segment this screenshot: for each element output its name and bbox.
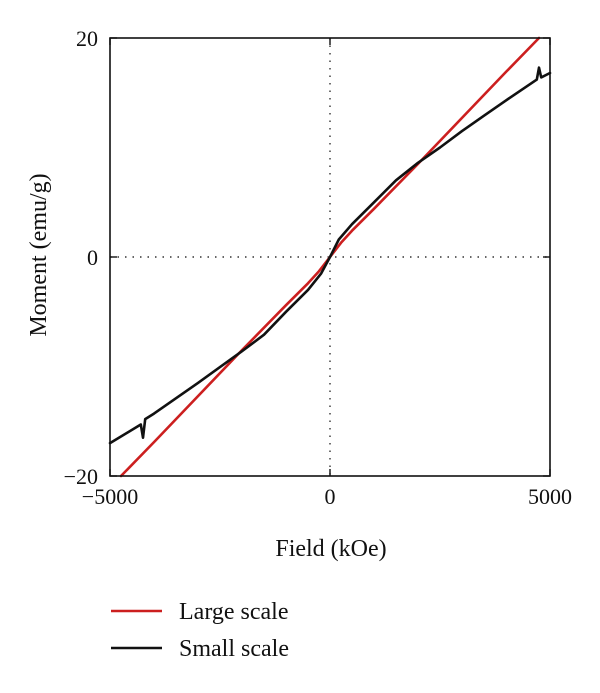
- legend-label-1: Small scale: [179, 636, 289, 662]
- y-tick-label: −20: [64, 464, 98, 489]
- series-line-1: [108, 66, 552, 445]
- series-layer: [108, 36, 552, 478]
- y-tick-label: 20: [76, 26, 98, 51]
- x-axis-label: Field (kOe): [275, 536, 386, 562]
- legend-label-0: Large scale: [179, 599, 289, 625]
- y-tick-label: 0: [87, 245, 98, 270]
- x-tick-label: 0: [325, 484, 336, 509]
- legend: Large scale Small scale: [111, 599, 289, 662]
- tick-layer: −5000 0 5000 −20 0 20: [64, 26, 572, 509]
- y-axis-label: Moment (emu/g): [26, 173, 52, 336]
- x-tick-label: −5000: [82, 484, 138, 509]
- x-tick-label: 5000: [528, 484, 572, 509]
